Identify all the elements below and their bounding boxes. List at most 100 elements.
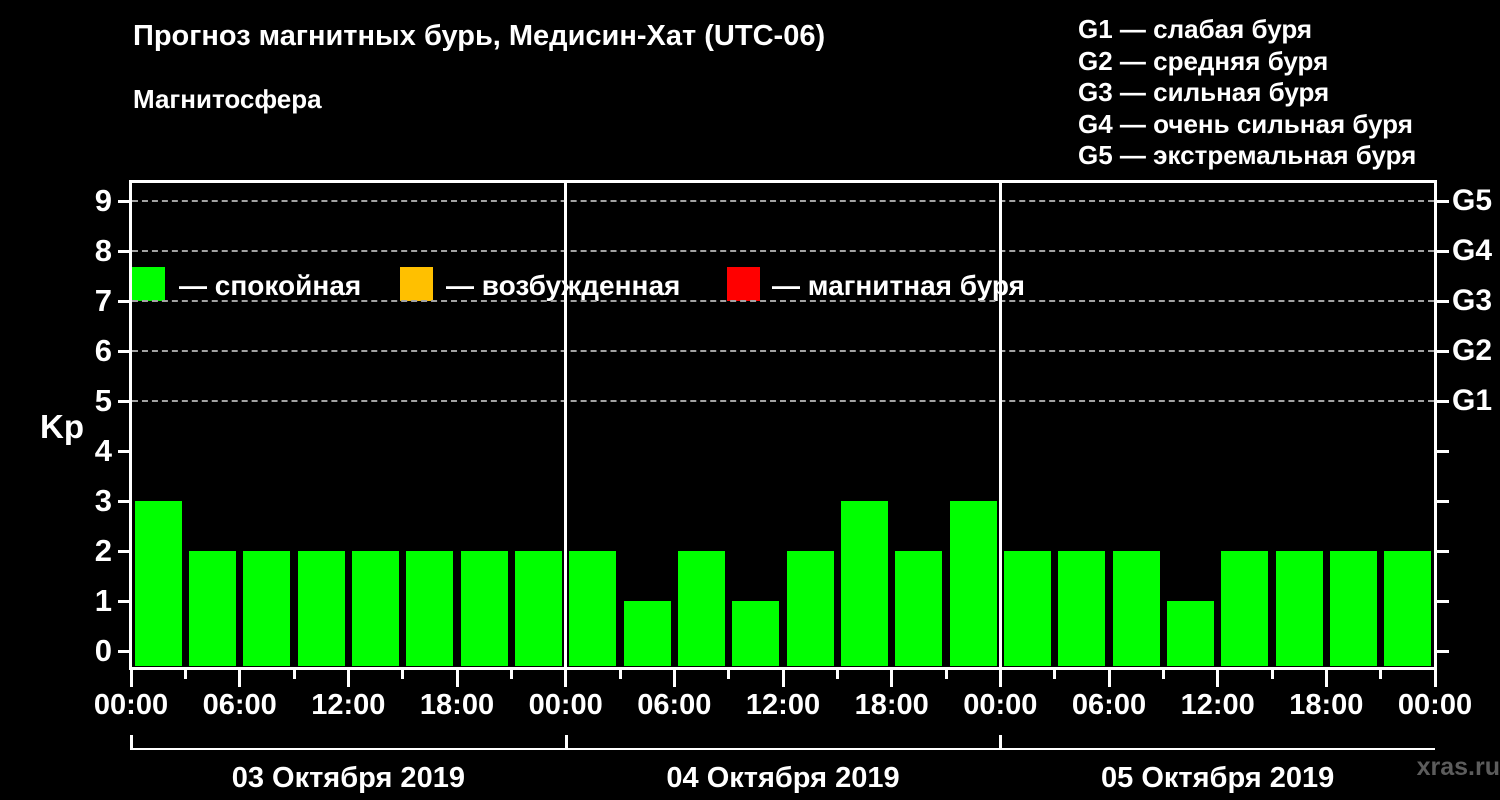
- active-color-swatch-icon: [400, 267, 433, 301]
- x-tick: [401, 670, 405, 679]
- x-tick: [1053, 670, 1057, 679]
- x-tick: [1161, 670, 1165, 679]
- day-separator-line: [998, 183, 1002, 667]
- x-tick: [1433, 670, 1437, 687]
- x-tick: [346, 670, 350, 687]
- y-tick-right: [1436, 349, 1449, 353]
- y-tick: [118, 599, 131, 603]
- y-tick-right: [1436, 249, 1449, 253]
- storm-scale-item-g4: G4 — очень сильная буря: [1078, 108, 1413, 139]
- x-tick: [781, 670, 785, 687]
- x-tick: [835, 670, 839, 679]
- x-tick: [292, 670, 296, 679]
- right-axis-label: G4: [1452, 234, 1493, 267]
- kp-bar: [514, 551, 563, 666]
- kp-bar: [406, 551, 454, 666]
- right-axis-label: G2: [1452, 334, 1493, 367]
- grid-line: [132, 300, 1434, 302]
- legend-label-quiet: — спокойная: [179, 270, 362, 301]
- kp-bar: [949, 501, 997, 666]
- x-tick: [564, 670, 568, 687]
- x-tick-label: 00:00: [93, 689, 169, 721]
- x-tick-label: 00:00: [1397, 689, 1473, 721]
- grid-line: [132, 250, 1434, 252]
- y-tick: [118, 349, 131, 353]
- kp-bar: [623, 601, 671, 666]
- x-tick-label: 06:00: [637, 689, 712, 721]
- legend-label-storm: — магнитная буря: [772, 270, 1025, 301]
- kp-bar: [1003, 551, 1052, 666]
- kp-bar: [732, 601, 780, 666]
- kp-bar: [1166, 601, 1215, 666]
- y-tick-label: 9: [94, 183, 112, 218]
- x-tick: [183, 670, 187, 679]
- y-tick: [118, 499, 131, 503]
- y-tick: [118, 449, 131, 453]
- y-tick: [118, 549, 131, 553]
- chart-subtitle: Магнитосфера: [133, 84, 322, 114]
- x-tick: [672, 670, 676, 687]
- y-tick-right: [1436, 499, 1449, 503]
- y-tick-label: 4: [94, 433, 112, 468]
- kp-bar: [351, 551, 400, 666]
- x-tick: [727, 670, 731, 679]
- y-tick-right: [1436, 599, 1449, 603]
- quiet-color-swatch-icon: [132, 267, 165, 301]
- x-tick-label: 12:00: [1180, 689, 1255, 721]
- y-tick-label: 2: [94, 533, 112, 568]
- y-tick-label: 8: [94, 233, 112, 268]
- y-tick: [118, 649, 131, 653]
- kp-bar: [569, 551, 617, 666]
- right-axis-label: G1: [1452, 384, 1493, 417]
- plot-border: [129, 180, 1437, 670]
- grid-line: [132, 400, 1434, 402]
- x-tick-label: 00:00: [963, 689, 1038, 721]
- storm-color-swatch-icon: [727, 267, 760, 301]
- x-tick: [238, 670, 242, 687]
- kp-bar: [134, 501, 182, 666]
- x-tick: [455, 670, 459, 687]
- date-axis-tick: [564, 735, 568, 750]
- storm-scale-item-g3: G3 — сильная буря: [1078, 77, 1330, 107]
- x-tick: [1107, 670, 1111, 687]
- date-axis-tick: [999, 735, 1003, 750]
- date-axis-line: [131, 748, 1435, 750]
- y-axis-title: Kp: [40, 408, 84, 445]
- page-title: Прогноз магнитных бурь, Медисин-Хат (UTC…: [133, 20, 826, 52]
- x-tick-label: 06:00: [202, 689, 277, 721]
- x-tick: [1216, 670, 1220, 687]
- y-tick-right: [1436, 649, 1449, 653]
- kp-bar: [1329, 551, 1378, 666]
- storm-scale-legend: G1 — слабая буря G2 — средняя буря G3 — …: [1078, 14, 1416, 172]
- date-label: 05 Октября 2019: [1101, 762, 1335, 794]
- x-tick: [944, 670, 948, 679]
- y-tick: [118, 199, 131, 203]
- x-tick-label: 00:00: [528, 689, 603, 721]
- x-tick: [1270, 670, 1274, 679]
- legend-label-active: — возбужденная: [446, 270, 681, 301]
- x-tick-label: 18:00: [419, 689, 495, 721]
- date-label: 04 Октября 2019: [666, 762, 900, 794]
- y-tick-right: [1436, 299, 1449, 303]
- y-tick-label: 3: [94, 483, 112, 518]
- y-tick-right: [1436, 549, 1449, 553]
- storm-scale-item-g1: G1 — слабая буря: [1078, 14, 1313, 44]
- watermark: xras.ru: [1416, 753, 1500, 781]
- kp-bar: [1058, 551, 1106, 666]
- y-tick-right: [1436, 199, 1449, 203]
- y-tick-right: [1436, 449, 1449, 453]
- kp-bar: [1112, 551, 1160, 666]
- date-label: 03 Октября 2019: [231, 762, 465, 794]
- right-axis-label: G3: [1452, 284, 1493, 317]
- kp-bar: [786, 551, 834, 666]
- x-tick-label: 12:00: [311, 689, 386, 721]
- storm-scale-item-g2: G2 — средняя буря: [1078, 45, 1329, 76]
- kp-bar: [297, 551, 345, 666]
- y-tick-label: 0: [94, 633, 112, 668]
- kp-bar: [1221, 551, 1269, 666]
- y-tick-label: 6: [94, 333, 112, 368]
- x-tick: [618, 670, 622, 679]
- y-tick-label: 7: [94, 283, 112, 318]
- x-tick-label: 12:00: [745, 689, 821, 721]
- y-tick-right: [1436, 399, 1449, 403]
